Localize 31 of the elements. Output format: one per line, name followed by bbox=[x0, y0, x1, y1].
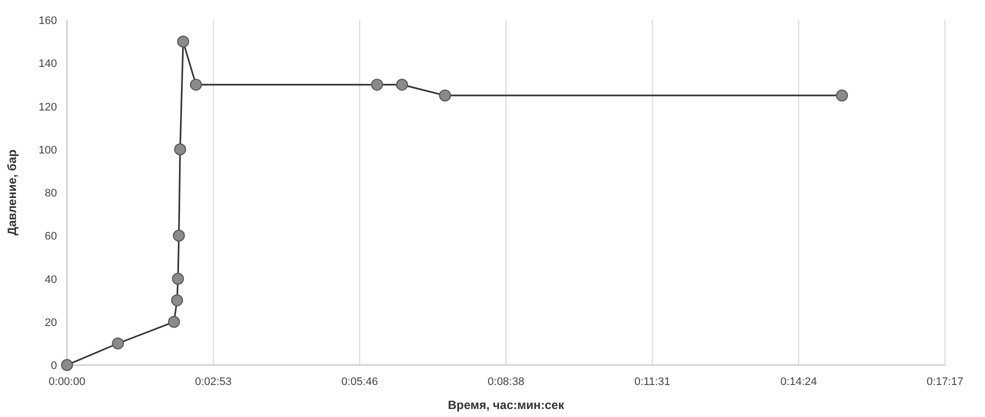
point bbox=[439, 89, 452, 102]
point bbox=[172, 272, 184, 285]
point bbox=[112, 337, 124, 350]
point bbox=[172, 230, 185, 242]
point bbox=[61, 359, 73, 371]
y-tick-label: 120 bbox=[38, 101, 57, 114]
x-axis-title: Время, час:мин:сек bbox=[448, 398, 566, 412]
y-tick-label: 60 bbox=[44, 230, 57, 243]
y-tick-label: 160 bbox=[38, 15, 57, 27]
point bbox=[396, 78, 408, 91]
x-tick-label: 0:00:00 bbox=[48, 376, 86, 388]
point bbox=[177, 36, 190, 48]
y-tick-label: 40 bbox=[44, 274, 57, 286]
y-tick-label: 100 bbox=[38, 144, 57, 156]
point bbox=[371, 78, 384, 91]
y-tick-label: 140 bbox=[38, 58, 57, 70]
point bbox=[171, 294, 184, 306]
x-tick-label: 0:17:17 bbox=[926, 376, 964, 388]
point bbox=[174, 143, 186, 156]
y-tick-label: 20 bbox=[44, 316, 57, 329]
point bbox=[190, 78, 202, 91]
x-tick-label: 0:02:53 bbox=[194, 376, 232, 388]
y-tick-label: 80 bbox=[44, 188, 57, 200]
x-tick-label: 0:11:31 bbox=[634, 376, 670, 388]
x-tick-label: 0:14:24 bbox=[780, 376, 818, 388]
point bbox=[168, 316, 180, 328]
y-tick-label: 0 bbox=[50, 360, 57, 372]
x-tick-label: 0:08:38 bbox=[488, 376, 524, 388]
x-tick-label: 0:05:46 bbox=[341, 376, 378, 388]
y-axis-title: Давление, бар bbox=[5, 150, 19, 236]
point bbox=[836, 89, 848, 102]
